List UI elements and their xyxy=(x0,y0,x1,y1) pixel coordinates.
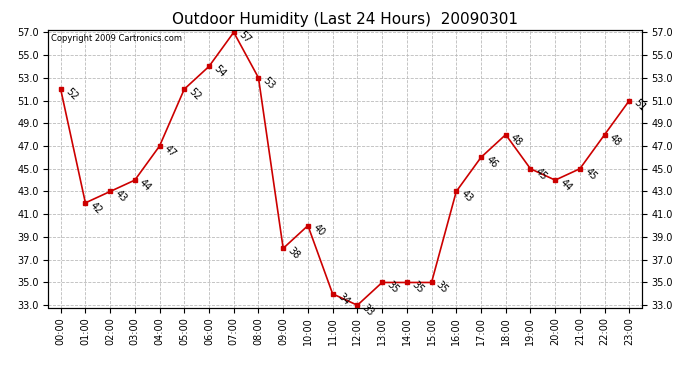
Text: 43: 43 xyxy=(113,189,128,204)
Text: 51: 51 xyxy=(632,98,648,114)
Text: 35: 35 xyxy=(410,280,426,296)
Text: 47: 47 xyxy=(162,143,178,159)
Text: 52: 52 xyxy=(63,86,79,102)
Text: 44: 44 xyxy=(558,177,573,193)
Text: 53: 53 xyxy=(262,75,277,91)
Title: Outdoor Humidity (Last 24 Hours)  20090301: Outdoor Humidity (Last 24 Hours) 2009030… xyxy=(172,12,518,27)
Text: 33: 33 xyxy=(360,303,376,318)
Text: 35: 35 xyxy=(434,280,450,296)
Text: 42: 42 xyxy=(88,200,104,216)
Text: Copyright 2009 Cartronics.com: Copyright 2009 Cartronics.com xyxy=(51,34,182,43)
Text: 48: 48 xyxy=(509,132,524,148)
Text: 45: 45 xyxy=(533,166,549,182)
Text: 43: 43 xyxy=(459,189,475,204)
Text: 52: 52 xyxy=(187,86,203,102)
Text: 35: 35 xyxy=(385,280,401,296)
Text: 46: 46 xyxy=(484,154,500,170)
Text: 48: 48 xyxy=(607,132,623,148)
Text: 34: 34 xyxy=(335,291,351,307)
Text: 45: 45 xyxy=(582,166,598,182)
Text: 38: 38 xyxy=(286,246,302,261)
Text: 40: 40 xyxy=(310,223,326,238)
Text: 54: 54 xyxy=(212,64,228,80)
Text: 44: 44 xyxy=(137,177,153,193)
Text: 57: 57 xyxy=(237,30,253,45)
